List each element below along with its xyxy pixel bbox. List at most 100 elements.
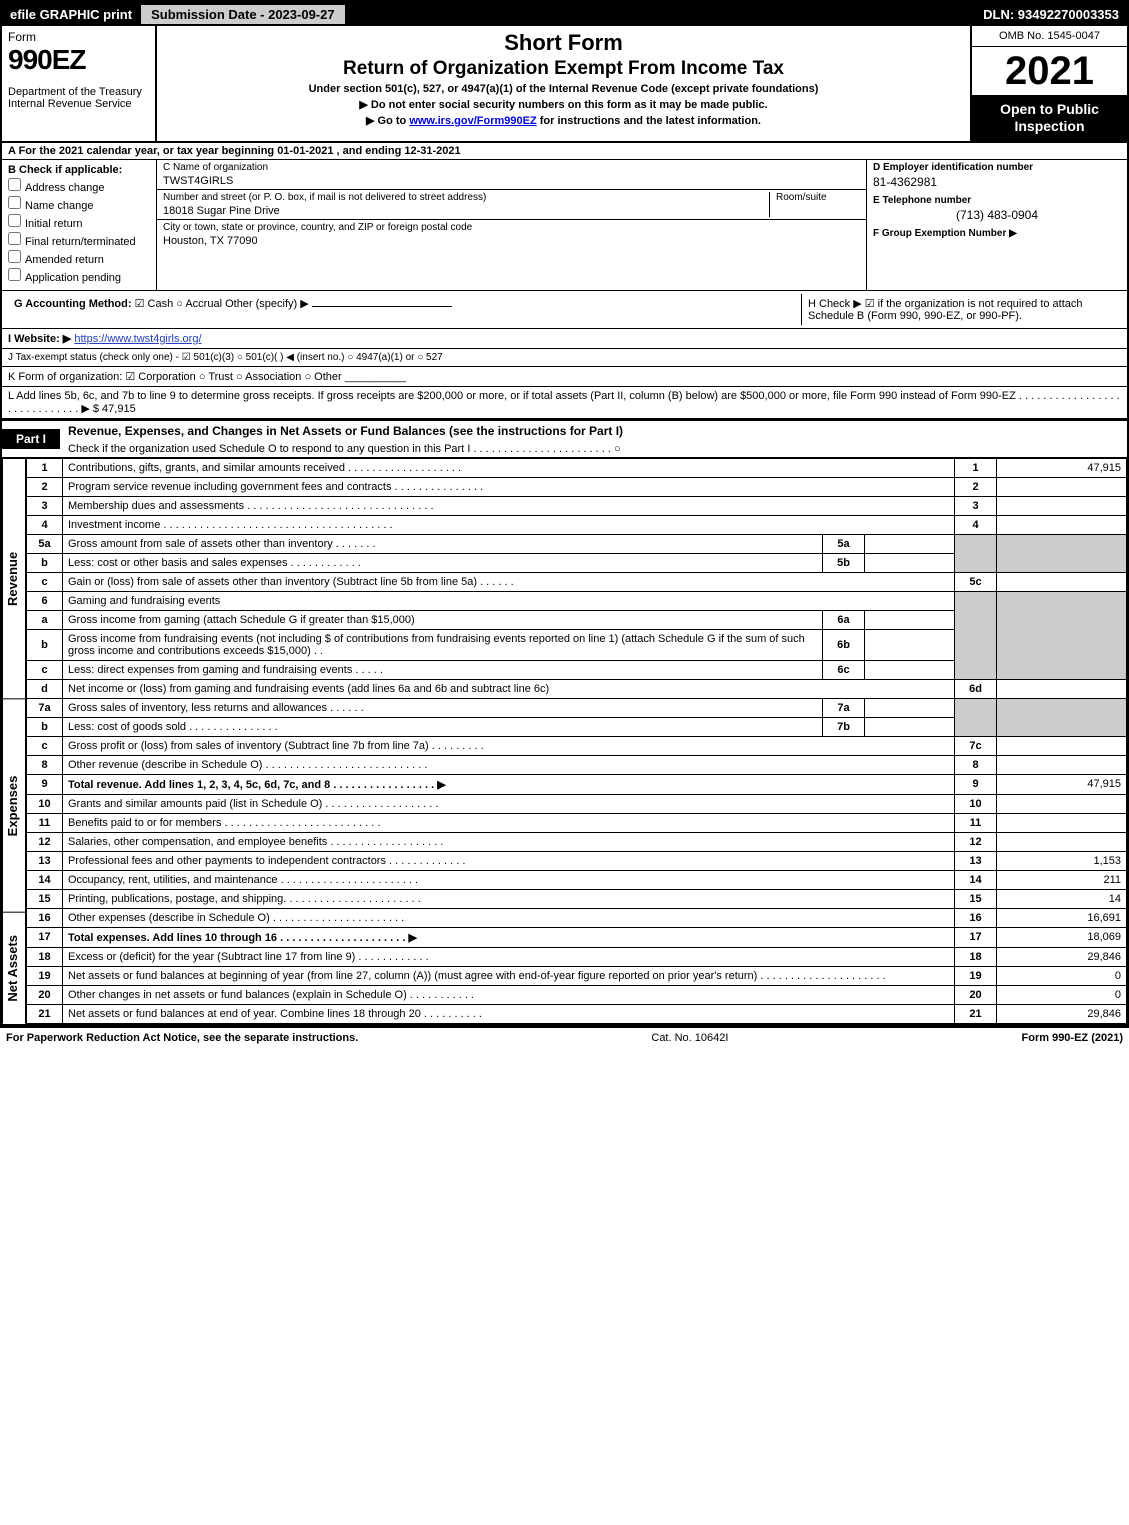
line-12-desc: Salaries, other compensation, and employ… — [63, 832, 955, 851]
line-9-desc: Total revenue. Add lines 1, 2, 3, 4, 5c,… — [63, 774, 955, 794]
line-5ab-rv-shaded — [997, 534, 1127, 572]
line-5b-num: b — [27, 553, 63, 572]
section-l-value: 47,915 — [102, 403, 136, 415]
line-6c-sv — [865, 660, 955, 679]
line-16: 16Other expenses (describe in Schedule O… — [27, 908, 1127, 927]
section-f: F Group Exemption Number ▶ — [873, 228, 1121, 239]
line-7a-sn: 7a — [823, 698, 865, 717]
line-11-val — [997, 813, 1127, 832]
chk-final-return-box[interactable] — [8, 232, 21, 245]
line-21-desc: Net assets or fund balances at end of ye… — [63, 1004, 955, 1023]
form-number: 990EZ — [8, 44, 149, 76]
city-label: City or town, state or province, country… — [163, 222, 860, 233]
row-city: City or town, state or province, country… — [157, 220, 866, 290]
line-5ab-rn-shaded — [955, 534, 997, 572]
line-5c-val — [997, 572, 1127, 591]
part-1-body: Revenue Expenses Net Assets 1Contributio… — [2, 458, 1127, 1024]
line-5b-desc: Less: cost or other basis and sales expe… — [63, 553, 823, 572]
subtitle-section: Under section 501(c), 527, or 4947(a)(1)… — [163, 83, 964, 95]
line-9: 9Total revenue. Add lines 1, 2, 3, 4, 5c… — [27, 774, 1127, 794]
section-j: J Tax-exempt status (check only one) - ☑… — [2, 349, 1127, 367]
part-1-tab: Part I — [2, 429, 60, 449]
chk-application-pending-box[interactable] — [8, 268, 21, 281]
line-16-val: 16,691 — [997, 908, 1127, 927]
phone-label: E Telephone number — [873, 195, 1121, 206]
line-18-rn: 18 — [955, 947, 997, 966]
line-7a-sv — [865, 698, 955, 717]
accounting-other-line[interactable] — [312, 306, 452, 307]
section-b: B Check if applicable: Address change Na… — [2, 160, 157, 290]
line-6b-desc: Gross income from fundraising events (no… — [63, 629, 823, 660]
line-15-val: 14 — [997, 889, 1127, 908]
footer-form-ref: Form 990-EZ (2021) — [1022, 1032, 1123, 1044]
chk-amended-return-box[interactable] — [8, 250, 21, 263]
website-link[interactable]: https://www.twst4girls.org/ — [74, 333, 201, 345]
accounting-method-options: ☑ Cash ○ Accrual Other (specify) ▶ — [135, 298, 309, 310]
line-12-num: 12 — [27, 832, 63, 851]
line-5c-desc: Gain or (loss) from sale of assets other… — [63, 572, 955, 591]
line-2-val — [997, 477, 1127, 496]
section-l: L Add lines 5b, 6c, and 7b to line 9 to … — [2, 387, 1127, 419]
chk-amended-return[interactable]: Amended return — [8, 250, 150, 266]
line-11-num: 11 — [27, 813, 63, 832]
section-b-label: B Check if applicable: — [8, 164, 150, 176]
chk-address-change-box[interactable] — [8, 178, 21, 191]
line-11: 11Benefits paid to or for members . . . … — [27, 813, 1127, 832]
line-17-num: 17 — [27, 927, 63, 947]
line-12-rn: 12 — [955, 832, 997, 851]
side-revenue: Revenue — [2, 458, 26, 698]
line-5a-desc: Gross amount from sale of assets other t… — [63, 534, 823, 553]
line-20: 20Other changes in net assets or fund ba… — [27, 985, 1127, 1004]
line-4-desc: Investment income . . . . . . . . . . . … — [63, 515, 955, 534]
line-5c-rn: 5c — [955, 572, 997, 591]
goto-post: for instructions and the latest informat… — [537, 115, 761, 127]
form-word: Form — [8, 30, 149, 44]
line-6-num: 6 — [27, 591, 63, 610]
part-1-subtitle: Check if the organization used Schedule … — [60, 441, 1127, 457]
line-18: 18Excess or (deficit) for the year (Subt… — [27, 947, 1127, 966]
chk-name-change[interactable]: Name change — [8, 196, 150, 212]
line-3: 3Membership dues and assessments . . . .… — [27, 496, 1127, 515]
line-15: 15Printing, publications, postage, and s… — [27, 889, 1127, 908]
line-19-desc: Net assets or fund balances at beginning… — [63, 966, 955, 985]
row-org-name: C Name of organization TWST4GIRLS — [157, 160, 866, 190]
line-5b-sn: 5b — [823, 553, 865, 572]
ein-label: D Employer identification number — [873, 162, 1121, 173]
chk-amended-return-label: Amended return — [25, 254, 104, 266]
line-18-val: 29,846 — [997, 947, 1127, 966]
line-7b-sn: 7b — [823, 717, 865, 736]
line-10-desc: Grants and similar amounts paid (list in… — [63, 794, 955, 813]
efile-print-label[interactable]: efile GRAPHIC print — [2, 5, 140, 24]
chk-application-pending[interactable]: Application pending — [8, 268, 150, 284]
line-8-rn: 8 — [955, 755, 997, 774]
website-label: I Website: ▶ — [8, 333, 71, 345]
header-right: OMB No. 1545-0047 2021 Open to Public In… — [972, 26, 1127, 141]
chk-final-return[interactable]: Final return/terminated — [8, 232, 150, 248]
line-8-val — [997, 755, 1127, 774]
line-1-desc: Contributions, gifts, grants, and simila… — [63, 458, 955, 477]
line-11-desc: Benefits paid to or for members . . . . … — [63, 813, 955, 832]
line-13-desc: Professional fees and other payments to … — [63, 851, 955, 870]
open-to-public-inspection: Open to Public Inspection — [972, 95, 1127, 141]
line-7a-num: 7a — [27, 698, 63, 717]
line-5a-num: 5a — [27, 534, 63, 553]
org-name-value: TWST4GIRLS — [163, 175, 860, 187]
line-11-rn: 11 — [955, 813, 997, 832]
line-6a-sv — [865, 610, 955, 629]
chk-initial-return[interactable]: Initial return — [8, 214, 150, 230]
line-7a-desc: Gross sales of inventory, less returns a… — [63, 698, 823, 717]
line-7b-desc: Less: cost of goods sold . . . . . . . .… — [63, 717, 823, 736]
irs-link[interactable]: www.irs.gov/Form990EZ — [409, 115, 536, 127]
org-name-label: C Name of organization — [163, 162, 860, 173]
section-e: E Telephone number (713) 483-0904 — [873, 195, 1121, 222]
chk-name-change-box[interactable] — [8, 196, 21, 209]
line-20-rn: 20 — [955, 985, 997, 1004]
chk-initial-return-box[interactable] — [8, 214, 21, 227]
line-10: 10Grants and similar amounts paid (list … — [27, 794, 1127, 813]
line-13: 13Professional fees and other payments t… — [27, 851, 1127, 870]
line-18-desc: Excess or (deficit) for the year (Subtra… — [63, 947, 955, 966]
line-5c-num: c — [27, 572, 63, 591]
chk-address-change[interactable]: Address change — [8, 178, 150, 194]
line-17-rn: 17 — [955, 927, 997, 947]
part-1-header: Part I Revenue, Expenses, and Changes in… — [2, 419, 1127, 458]
